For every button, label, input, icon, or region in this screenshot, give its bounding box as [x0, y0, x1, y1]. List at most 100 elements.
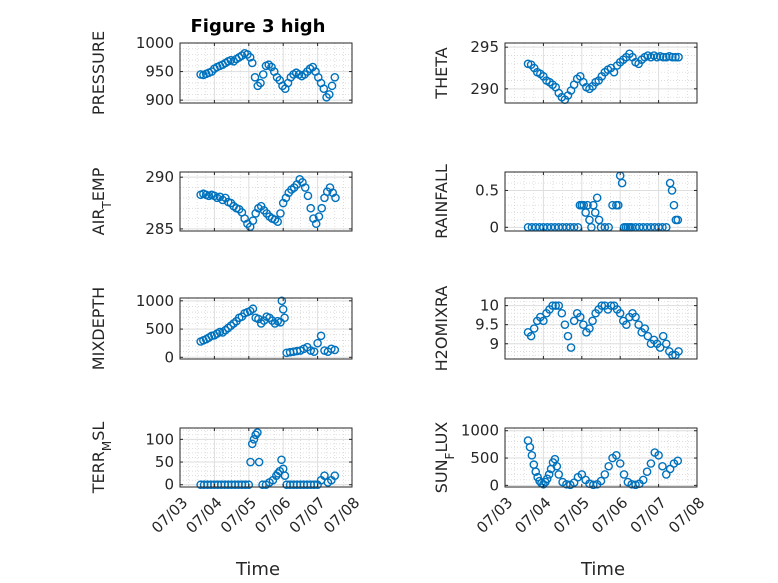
y-tick-label: 1000	[136, 292, 174, 310]
data-point	[674, 52, 683, 62]
data-point	[671, 52, 680, 62]
data-point	[306, 203, 316, 213]
data-point	[575, 312, 585, 322]
data-point	[569, 316, 579, 326]
y-tick-label: 0	[489, 476, 499, 494]
y-tick-label: 290	[470, 80, 499, 98]
y-tick-label: 1000	[461, 422, 499, 440]
data-point	[308, 62, 318, 72]
data-point	[673, 215, 683, 225]
x-tick-label: 07/07	[286, 494, 329, 537]
data-point	[640, 324, 650, 333]
data-point	[612, 451, 621, 460]
data-point	[251, 430, 260, 440]
data-point	[634, 320, 643, 329]
y-tick-label: 500	[470, 449, 499, 467]
x-tick-label: 07/03	[148, 494, 191, 537]
data-point	[548, 301, 557, 310]
data-point	[277, 296, 287, 306]
data-point	[654, 451, 663, 460]
data-point	[542, 474, 552, 484]
data-point	[609, 67, 619, 77]
data-point	[619, 470, 629, 479]
data-point	[596, 476, 606, 486]
data-point	[245, 52, 255, 62]
data-point	[631, 480, 640, 490]
data-point	[604, 461, 613, 471]
data-point	[606, 301, 616, 310]
x-tick-label: 07/08	[665, 494, 708, 537]
data-point	[316, 331, 326, 341]
x-tick-label: 07/08	[320, 494, 363, 537]
data-point	[579, 320, 588, 329]
data-point	[324, 90, 334, 99]
x-tick-label: 07/05	[217, 494, 260, 537]
x-tick-label: 07/04	[182, 494, 225, 537]
data-point	[254, 457, 264, 467]
y-axis-label: PRESSURE	[89, 31, 108, 115]
data-point	[273, 217, 282, 226]
y-tick-label: 0	[164, 348, 174, 366]
data-point	[319, 84, 329, 94]
data-point	[313, 338, 322, 348]
data-point	[615, 459, 625, 468]
data-point	[280, 471, 290, 480]
data-point	[608, 200, 617, 210]
data-point	[622, 320, 631, 329]
axes-box	[504, 42, 698, 104]
y-tick-label: 295	[470, 38, 499, 56]
x-tick-label: 07/04	[511, 494, 554, 537]
x-tick-label: 07/07	[627, 494, 670, 537]
data-point	[674, 347, 683, 356]
data-point	[592, 193, 602, 203]
data-point	[526, 331, 536, 341]
y-tick-label: 100	[145, 430, 174, 448]
data-point	[615, 308, 625, 318]
y-axis-label: H2OMIXRA	[432, 286, 451, 372]
figure-title: Figure 3 high	[191, 16, 326, 37]
data-point	[531, 467, 541, 477]
data-point	[583, 200, 592, 210]
data-point	[276, 209, 285, 218]
data-point	[658, 52, 668, 62]
y-axis-label: TERRMSL	[89, 422, 114, 495]
axes-box	[504, 297, 698, 360]
data-point	[248, 304, 258, 314]
data-point	[303, 191, 313, 201]
data-point	[617, 178, 627, 188]
subplot-theta: 290 295 THETA	[432, 38, 698, 104]
data-point	[253, 428, 262, 437]
data-point	[247, 439, 257, 449]
data-point	[525, 442, 535, 452]
data-point	[311, 219, 321, 229]
data-point	[597, 301, 607, 310]
x-axis-label-left: Time	[235, 559, 280, 580]
y-axis-label: SUNFLUX	[432, 422, 457, 494]
x-tick-label: 07/06	[588, 494, 631, 537]
y-tick-label: 9	[489, 335, 499, 353]
data-point	[552, 461, 562, 471]
data-point	[248, 216, 258, 225]
x-tick-label: 07/05	[550, 494, 593, 537]
y-tick-label: 950	[145, 63, 174, 81]
y-tick-label: 0	[489, 218, 499, 236]
subplot-air-temp: 285 290 AIRTEMP	[89, 167, 353, 238]
data-point	[280, 313, 289, 323]
data-point	[600, 470, 610, 479]
data-point	[529, 324, 539, 333]
data-point	[560, 320, 570, 329]
data-point	[655, 343, 665, 352]
y-tick-label: 0	[164, 476, 174, 494]
data-point	[265, 313, 274, 323]
data-point	[250, 72, 260, 82]
y-tick-label: 9.5	[475, 316, 499, 334]
data-point	[330, 471, 340, 480]
data-point	[258, 70, 268, 79]
data-point	[613, 200, 623, 210]
data-point	[244, 480, 254, 490]
axes-box	[179, 297, 353, 360]
data-point	[331, 193, 340, 203]
